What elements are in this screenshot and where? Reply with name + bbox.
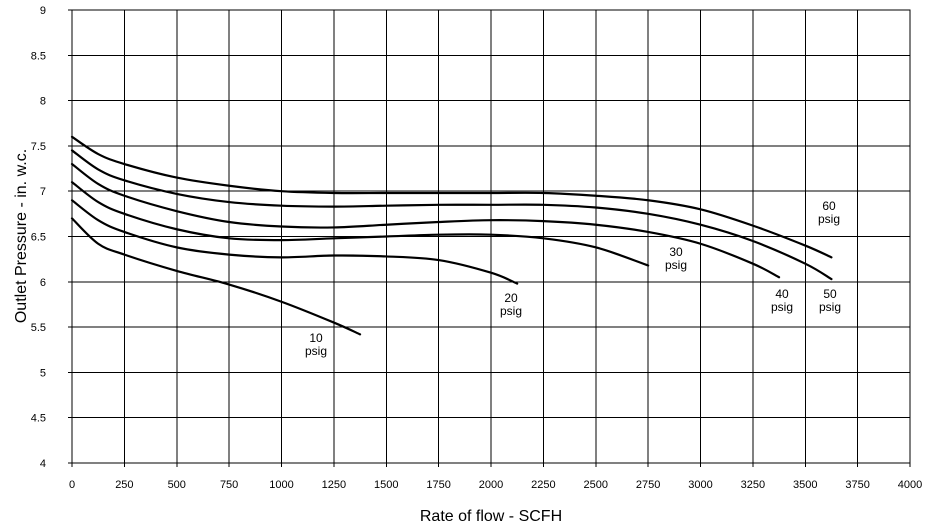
y-tick-label: 6: [40, 277, 46, 289]
plot-frame: [71, 9, 911, 464]
y-tick-label: 4.5: [31, 413, 46, 425]
y-tick-label: 7.5: [31, 141, 46, 153]
curve-label-line: psig: [665, 258, 687, 272]
x-tick-label: 3500: [793, 479, 817, 491]
y-tick-label: 7: [40, 186, 46, 198]
curve-label-line: 30: [669, 245, 683, 259]
x-tick-label: 4000: [898, 479, 922, 491]
curve-label-line: 60: [822, 199, 836, 213]
y-tick-label: 5.5: [31, 322, 46, 334]
x-tick-label: 250: [115, 479, 133, 491]
curve-label-line: psig: [500, 304, 522, 318]
series-line-40-psig: [70, 162, 781, 279]
x-tick-label: 2750: [636, 479, 660, 491]
x-tick-label: 750: [220, 479, 238, 491]
curve-label-line: psig: [305, 344, 327, 358]
y-tick-label: 6.5: [31, 232, 46, 244]
curve-label-line: 40: [775, 287, 789, 301]
series-line-20-psig: [70, 199, 519, 285]
x-tick-label: 3750: [845, 479, 869, 491]
curve-label-line: 50: [823, 287, 837, 301]
series-line-50-psig: [70, 149, 833, 281]
curve-label-line: psig: [819, 300, 841, 314]
x-tick-label: 3000: [688, 479, 712, 491]
curve-label-line: psig: [818, 212, 840, 226]
series-line-10-psig: [70, 217, 362, 336]
x-axis-label: Rate of flow - SCFH: [420, 508, 562, 525]
x-tick-label: 2500: [584, 479, 608, 491]
curve-label-line: 20: [504, 291, 518, 305]
x-tick-label: 0: [69, 479, 75, 491]
series-line-60-psig: [70, 135, 833, 259]
y-tick-label: 4: [40, 458, 46, 470]
x-tick-label: 1250: [322, 479, 346, 491]
x-axis-ticks: 0 250 500 750 1000 1250 1500 1750 2000 2250 2500 27…: [69, 479, 922, 491]
x-tick-label: 1000: [269, 479, 293, 491]
x-tick-label: 1750: [426, 479, 450, 491]
x-tick-label: 3250: [741, 479, 765, 491]
y-axis-ticks: 4 4.5 5 5.5 6 6.5 7 7.5 8 8.5 9: [31, 5, 46, 470]
curve-label-line: 10: [309, 331, 323, 345]
grid: [68, 9, 911, 467]
x-tick-label: 500: [168, 479, 186, 491]
curves: [70, 135, 833, 336]
y-tick-label: 5: [40, 367, 46, 379]
y-axis-label: Outlet Pressure - in. w.c.: [13, 149, 30, 323]
series-line-30-psig: [70, 181, 650, 267]
y-tick-label: 8: [40, 96, 46, 108]
y-tick-label: 8.5: [31, 50, 46, 62]
y-tick-label: 9: [40, 5, 46, 17]
x-tick-label: 2250: [531, 479, 555, 491]
x-tick-label: 2000: [479, 479, 503, 491]
curve-label-line: psig: [771, 300, 793, 314]
x-tick-label: 1500: [374, 479, 398, 491]
